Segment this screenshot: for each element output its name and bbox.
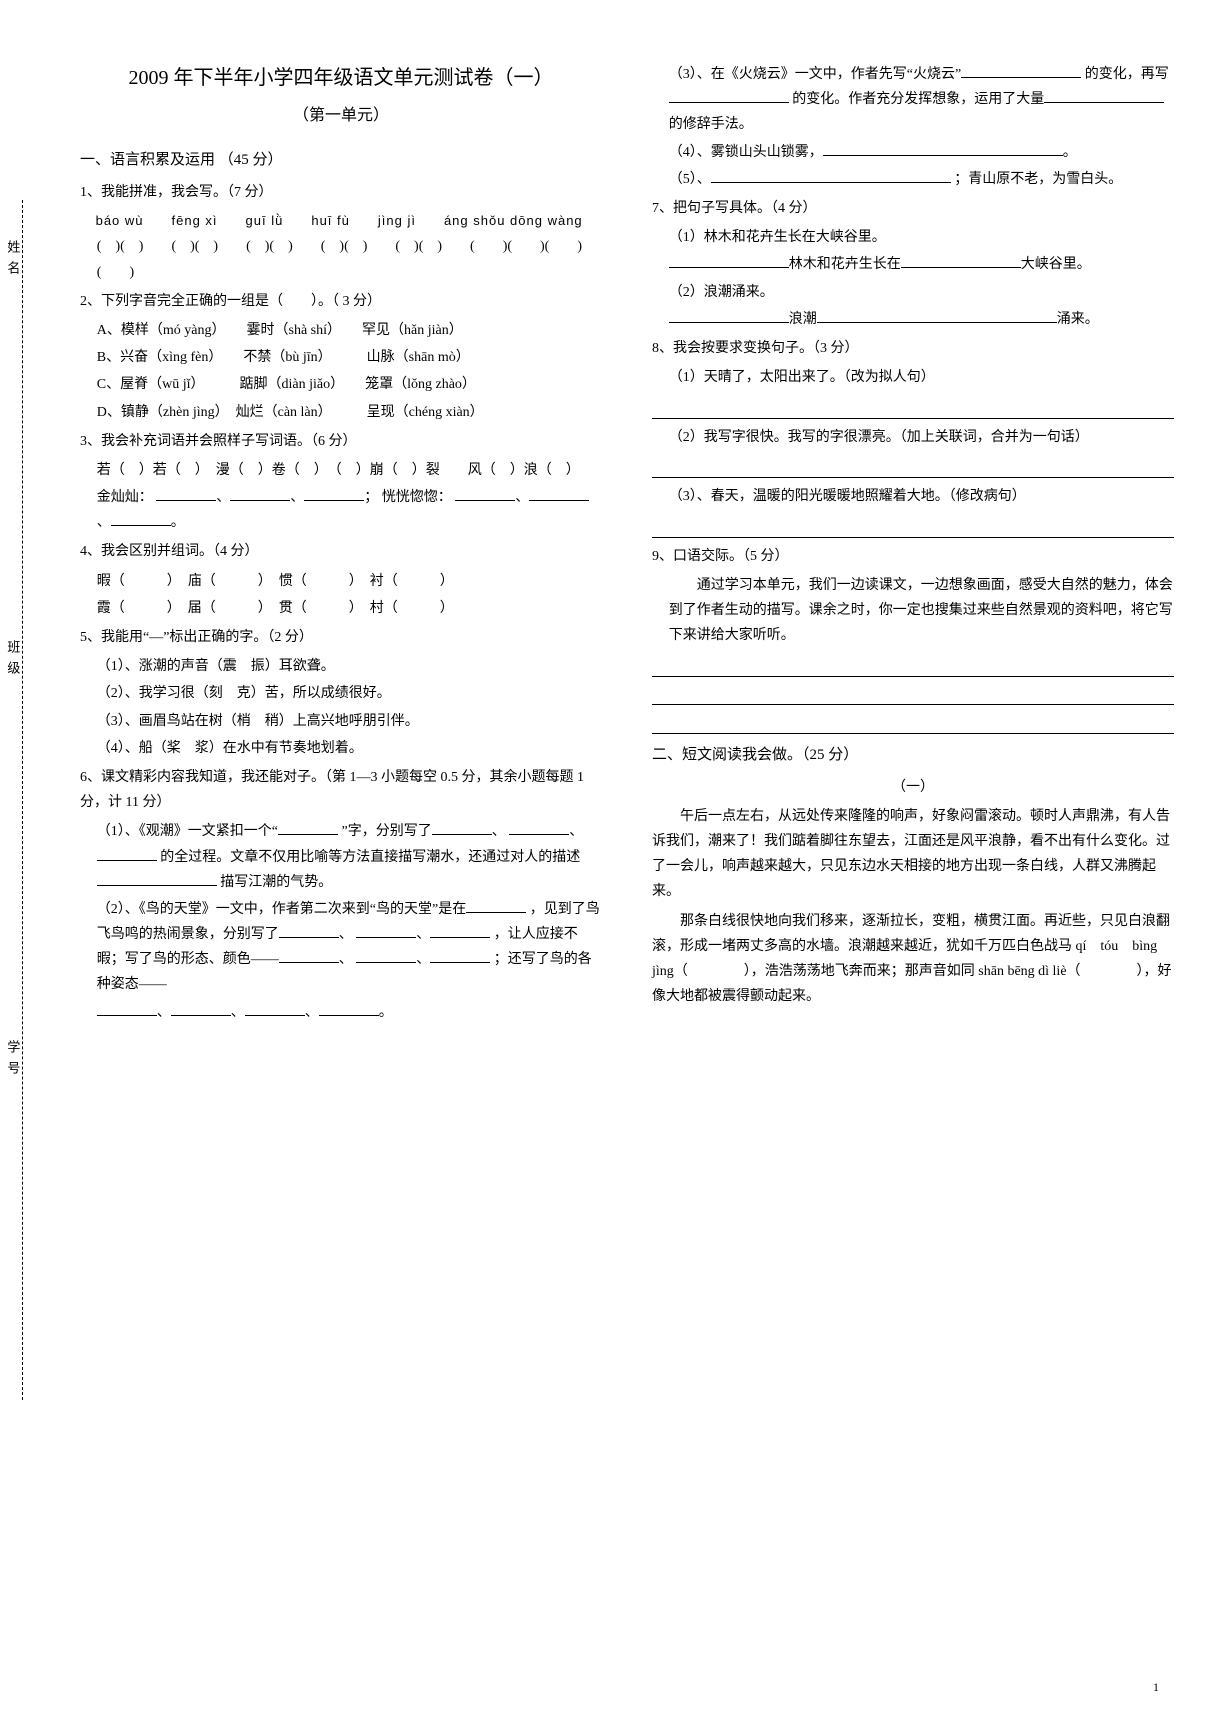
q4-row1[interactable]: 暇（ ） 庙（ ） 惯（ ） 衬（ ） xyxy=(97,569,602,594)
q6-1m: 的全过程。文章不仅用比喻等方法直接描写潮水，还通过对人的描述 xyxy=(160,850,580,865)
q6-1a: （1）、《观潮》一文紧扣一个“ xyxy=(97,824,278,839)
q2-opt-a: A、模样（mó yàng） 霎时（shà shí） 罕见（hǎn jiàn） xyxy=(97,318,602,343)
q6-5a: （5）、 xyxy=(669,172,711,187)
q9-ans-2[interactable] xyxy=(652,683,1174,705)
q6-1[interactable]: （1）、《观潮》一文紧扣一个“ ”字，分别写了、 、 的全过程。文章不仅用比喻等… xyxy=(97,819,602,895)
passage-1-p1: 午后一点左右，从远处传来隆隆的响声，好象闷雷滚动。顿时人声鼎沸，有人告诉我们，潮… xyxy=(652,804,1174,905)
q7-1: （1）林木和花卉生长在大峡谷里。 xyxy=(669,225,1174,250)
q9-ans-3[interactable] xyxy=(652,711,1174,733)
q6-2[interactable]: （2）、《鸟的天堂》一文中，作者第二次来到“鸟的天堂”是在 ，见到了鸟飞鸟鸣的热… xyxy=(97,897,602,998)
page-subtitle: （第一单元） xyxy=(80,102,602,131)
q8-2-ans[interactable] xyxy=(652,456,1174,478)
q1-pinyin: báo wù fēng xì guī lǜ huī fù jìng jì áng… xyxy=(96,209,602,232)
passage-1-head: （一） xyxy=(652,775,1174,800)
section-2-head: 二、短文阅读我会做。（25 分） xyxy=(652,742,1174,769)
q3-line2[interactable]: 金灿灿： 、、； 恍恍惚惚： 、、。 xyxy=(97,485,602,535)
page-number: 1 xyxy=(1153,1677,1159,1699)
section-1-head: 一、语言积累及运用 （45 分） xyxy=(80,147,602,174)
q6-1t: 描写江潮的气势。 xyxy=(220,875,332,890)
page-title: 2009 年下半年小学四年级语文单元测试卷（一） xyxy=(80,60,602,96)
q2-opt-d: D、镇静（zhèn jìng） 灿烂（càn làn） 呈现（chéng xià… xyxy=(97,400,602,425)
q7-2: （2）浪潮涌来。 xyxy=(669,280,1174,305)
q8-1: （1）天晴了，太阳出来了。（改为拟人句） xyxy=(669,365,1174,390)
right-column: （3）、在《火烧云》一文中，作者先写“火烧云” 的变化，再写 的变化。作者充分发… xyxy=(652,60,1174,1660)
q7-stem: 7、把句子写具体。（4 分） xyxy=(652,196,1174,221)
q6-3c: 的变化。作者充分发挥想象，运用了大量 xyxy=(792,92,1044,107)
q4-stem: 4、我会区别并组词。（4 分） xyxy=(80,539,602,564)
q8-stem: 8、我会按要求变换句子。（3 分） xyxy=(652,336,1174,361)
q2-stem[interactable]: 2、下列字音完全正确的一组是（ ）。（ 3 分） xyxy=(80,289,602,314)
q6-5[interactable]: （5）、 ；青山原不老，为雪白头。 xyxy=(669,167,1174,192)
binding-name[interactable]: 姓名 xyxy=(1,240,24,282)
q3-l2-label: 金灿灿： xyxy=(97,490,153,505)
q6-4[interactable]: （4）、雾锁山头山锁雾，。 xyxy=(669,140,1174,165)
q7-1b: 林木和花卉生长在 xyxy=(789,257,901,272)
page-columns: 2009 年下半年小学四年级语文单元测试卷（一） （第一单元） 一、语言积累及运… xyxy=(0,0,1214,1680)
q7-2b: 浪潮 xyxy=(789,312,817,327)
q9-body: 通过学习本单元，我们一边读课文，一边想象画面，感受大自然的魅力，体会到了作者生动… xyxy=(669,573,1174,649)
passage-1: 午后一点左右，从远处传来隆隆的响声，好象闷雷滚动。顿时人声鼎沸，有人告诉我们，潮… xyxy=(652,804,1174,1010)
q5-2[interactable]: （2）、我学习很（刻 克）苦，所以成绩很好。 xyxy=(97,681,602,706)
q6-5b: ；青山原不老，为雪白头。 xyxy=(954,172,1122,187)
q5-1[interactable]: （1）、涨潮的声音（震 振）耳欲聋。 xyxy=(97,654,602,679)
q5-stem: 5、我能用“—”标出正确的字。（2 分） xyxy=(80,625,602,650)
q3-line1[interactable]: 若（ ）若（ ） 漫（ ）卷（ ） （ ）崩（ ）裂 风（ ）浪（ ） xyxy=(97,458,602,483)
q8-3: （3）、春天，温暖的阳光暖暖地照耀着大地。（修改病句） xyxy=(669,484,1174,509)
q6-3d: 的修辞手法。 xyxy=(669,117,753,132)
q3-stem: 3、我会补充词语并会照样子写词语。（6 分） xyxy=(80,429,602,454)
q9-ans-1[interactable] xyxy=(652,655,1174,677)
q9-stem: 9、口语交际。（5 分） xyxy=(652,544,1174,569)
passage-1-p2: 那条白线很快地向我们移来，逐渐拉长，变粗，横贯江面。再近些，只见白浪翻滚，形成一… xyxy=(652,909,1174,1010)
q7-1t: 大峡谷里。 xyxy=(1021,257,1091,272)
q7-1-ans[interactable]: 林木和花卉生长在 大峡谷里。 xyxy=(669,252,1174,277)
q8-1-ans[interactable] xyxy=(652,396,1174,418)
q6-1b: ”字，分别写了 xyxy=(342,824,432,839)
left-column: 2009 年下半年小学四年级语文单元测试卷（一） （第一单元） 一、语言积累及运… xyxy=(80,60,602,1660)
q6-4a: （4）、雾锁山头山锁雾， xyxy=(669,145,823,160)
q1-boxes[interactable]: ( )( ) ( )( ) ( )( ) ( )( ) ( )( ) ( )( … xyxy=(97,234,602,284)
binding-number[interactable]: 学号 xyxy=(1,1040,24,1082)
q2-opt-b: B、兴奋（xìng fèn） 不禁（bù jīn） 山脉（shān mò） xyxy=(97,345,602,370)
q6-3b: 的变化，再写 xyxy=(1085,67,1169,82)
q5-4[interactable]: （4）、船（桨 浆）在水中有节奏地划着。 xyxy=(97,736,602,761)
q8-3-ans[interactable] xyxy=(652,515,1174,537)
q8-2: （2）我写字很快。我写的字很漂亮。（加上关联词，合并为一句话） xyxy=(669,425,1174,450)
q3-l3-label: 恍恍惚惚： xyxy=(382,490,452,505)
q5-3[interactable]: （3）、画眉鸟站在树（梢 稍）上高兴地呼朋引伴。 xyxy=(97,709,602,734)
q6-2a: （2）、《鸟的天堂》一文中，作者第二次来到“鸟的天堂”是在 xyxy=(97,902,466,917)
q6-stem: 6、课文精彩内容我知道，我还能对子。（第 1—3 小题每空 0.5 分，其余小题… xyxy=(80,765,602,815)
q7-2-ans[interactable]: 浪潮 涌来。 xyxy=(669,307,1174,332)
q6-2-tail[interactable]: 、、、。 xyxy=(97,1000,602,1025)
q6-3[interactable]: （3）、在《火烧云》一文中，作者先写“火烧云” 的变化，再写 的变化。作者充分发… xyxy=(669,62,1174,138)
binding-line: 姓名 班级 学号 xyxy=(22,200,52,1400)
q6-3a: （3）、在《火烧云》一文中，作者先写“火烧云” xyxy=(669,67,961,82)
q2-opt-c: C、屋脊（wū jǐ） 踮脚（diàn jiǎo） 笼罩（lǒng zhào） xyxy=(97,372,602,397)
q1-stem: 1、我能拼准，我会写。（7 分） xyxy=(80,180,602,205)
binding-class[interactable]: 班级 xyxy=(1,640,24,682)
q4-row2[interactable]: 霞（ ） 届（ ） 贯（ ） 村（ ） xyxy=(97,596,602,621)
q7-2t: 涌来。 xyxy=(1057,312,1099,327)
